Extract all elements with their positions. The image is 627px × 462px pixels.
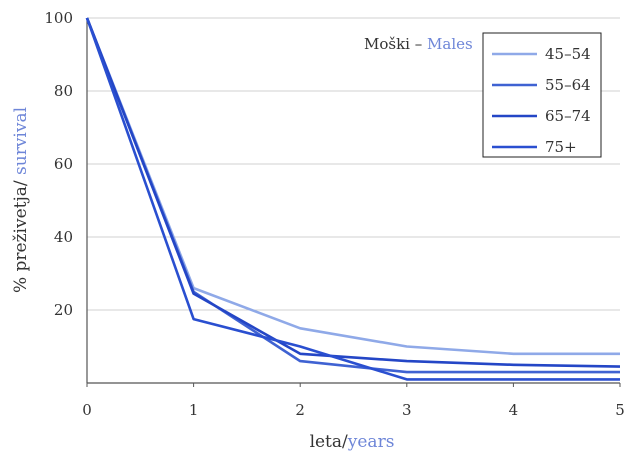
x-tick-label: 3 xyxy=(402,401,412,419)
legend-label-3: 65–74 xyxy=(545,107,591,125)
x-tick-label: 4 xyxy=(509,401,519,419)
x-tick-label: 1 xyxy=(189,401,199,419)
legend-label-2: 55–64 xyxy=(545,76,591,94)
x-axis-title-english: years xyxy=(347,432,395,452)
chart-title-main: Moški – xyxy=(364,35,427,53)
series-line-3 xyxy=(85,17,621,368)
x-tick-label: 5 xyxy=(615,401,625,419)
x-axis-title-main: leta/ xyxy=(310,432,348,452)
legend-items: 45–54 55–64 65–74 75+ xyxy=(492,45,591,156)
x-tick-label: 2 xyxy=(295,401,305,419)
y-tick-label: 60 xyxy=(54,155,73,173)
legend: 45–54 55–64 65–74 75+ xyxy=(482,32,602,158)
x-axis-title: leta/years xyxy=(310,432,395,452)
chart-title-english: Males xyxy=(427,35,473,53)
series-lines xyxy=(85,17,621,381)
legend-label-4: 75+ xyxy=(545,138,577,156)
y-tick-label: 40 xyxy=(54,228,73,246)
tick-labels: 20 40 60 80 100 0 1 2 3 4 5 xyxy=(44,9,624,419)
x-tick-label: 0 xyxy=(82,401,92,419)
legend-label-1: 45–54 xyxy=(545,45,591,63)
y-axis-title-english: survival xyxy=(11,107,31,175)
series-line-4 xyxy=(85,17,620,381)
y-axis-title-main: % preživetja/ xyxy=(11,175,31,293)
y-axis-title: % preživetja/ survival xyxy=(11,107,31,293)
y-tick-label: 20 xyxy=(54,301,73,319)
chart-title: Moški – Males xyxy=(364,35,473,53)
y-tick-label: 80 xyxy=(54,82,73,100)
axes xyxy=(86,18,621,387)
y-tick-label: 100 xyxy=(44,9,73,27)
